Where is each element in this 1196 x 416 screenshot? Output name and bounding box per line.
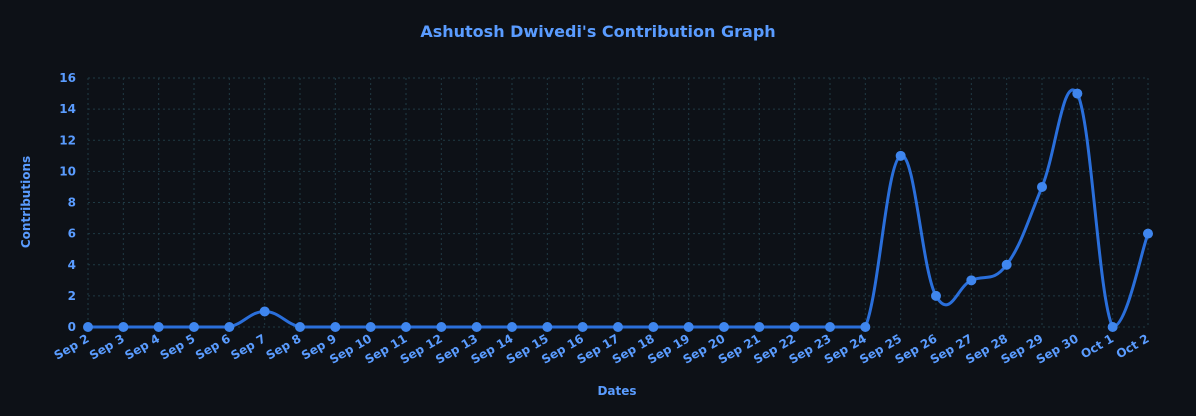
data-point[interactable]	[189, 322, 199, 332]
data-point[interactable]	[295, 322, 305, 332]
y-axis-label: Contributions	[19, 156, 33, 248]
x-tick-label: Sep 4	[122, 331, 162, 362]
x-tick-label: Oct 2	[1114, 331, 1152, 361]
data-point[interactable]	[1037, 181, 1047, 192]
x-tick-label: Sep 7	[228, 331, 268, 362]
data-point[interactable]	[83, 322, 93, 332]
y-tick-label: 16	[59, 71, 76, 85]
x-tick-label: Sep 6	[193, 331, 233, 362]
data-point[interactable]	[259, 306, 270, 317]
x-tick-label: Sep 3	[87, 331, 127, 362]
grid	[87, 77, 1149, 328]
data-point[interactable]	[401, 322, 411, 332]
data-point[interactable]	[895, 150, 906, 161]
y-tick-label: 12	[59, 133, 76, 147]
data-point[interactable]	[118, 322, 129, 332]
y-tick-label: 8	[68, 196, 76, 210]
data-point[interactable]	[224, 322, 235, 332]
data-point[interactable]	[436, 322, 447, 332]
x-tick-label: Sep 8	[264, 331, 304, 362]
data-point[interactable]	[719, 322, 729, 332]
x-tick-label: Sep 5	[158, 331, 198, 362]
y-tick-label: 6	[68, 227, 76, 241]
data-point[interactable]	[542, 322, 553, 332]
y-tick-label: 10	[59, 164, 76, 178]
x-axis-label: Dates	[597, 384, 636, 398]
data-point[interactable]	[365, 322, 376, 332]
series-line	[86, 88, 1150, 329]
y-axis-ticks: 0 2 4 6 8 10 12 14 16	[59, 71, 76, 334]
data-point[interactable]	[471, 322, 482, 332]
data-point[interactable]	[648, 322, 659, 332]
data-point[interactable]	[507, 322, 517, 332]
data-point[interactable]	[789, 322, 800, 332]
data-point[interactable]	[1072, 88, 1083, 99]
y-tick-label: 4	[68, 258, 76, 272]
data-point[interactable]	[860, 322, 871, 332]
y-tick-label: 0	[68, 320, 76, 334]
data-point[interactable]	[683, 322, 694, 332]
x-tick-label: Oct 1	[1078, 331, 1116, 361]
data-point[interactable]	[931, 290, 941, 301]
data-point[interactable]	[153, 322, 164, 332]
data-point[interactable]	[1107, 322, 1118, 332]
data-point[interactable]	[330, 322, 341, 332]
y-tick-label: 2	[68, 289, 76, 303]
data-point[interactable]	[1001, 259, 1012, 270]
data-point[interactable]	[754, 322, 765, 332]
data-points	[83, 88, 1153, 332]
data-point[interactable]	[825, 322, 835, 332]
data-point[interactable]	[577, 322, 588, 332]
chart-title: Ashutosh Dwivedi's Contribution Graph	[420, 22, 775, 41]
data-point[interactable]	[966, 275, 977, 286]
data-point[interactable]	[1143, 228, 1153, 239]
x-tick-label: Sep 2	[52, 331, 92, 362]
data-point[interactable]	[613, 322, 623, 332]
y-tick-label: 14	[59, 102, 76, 116]
